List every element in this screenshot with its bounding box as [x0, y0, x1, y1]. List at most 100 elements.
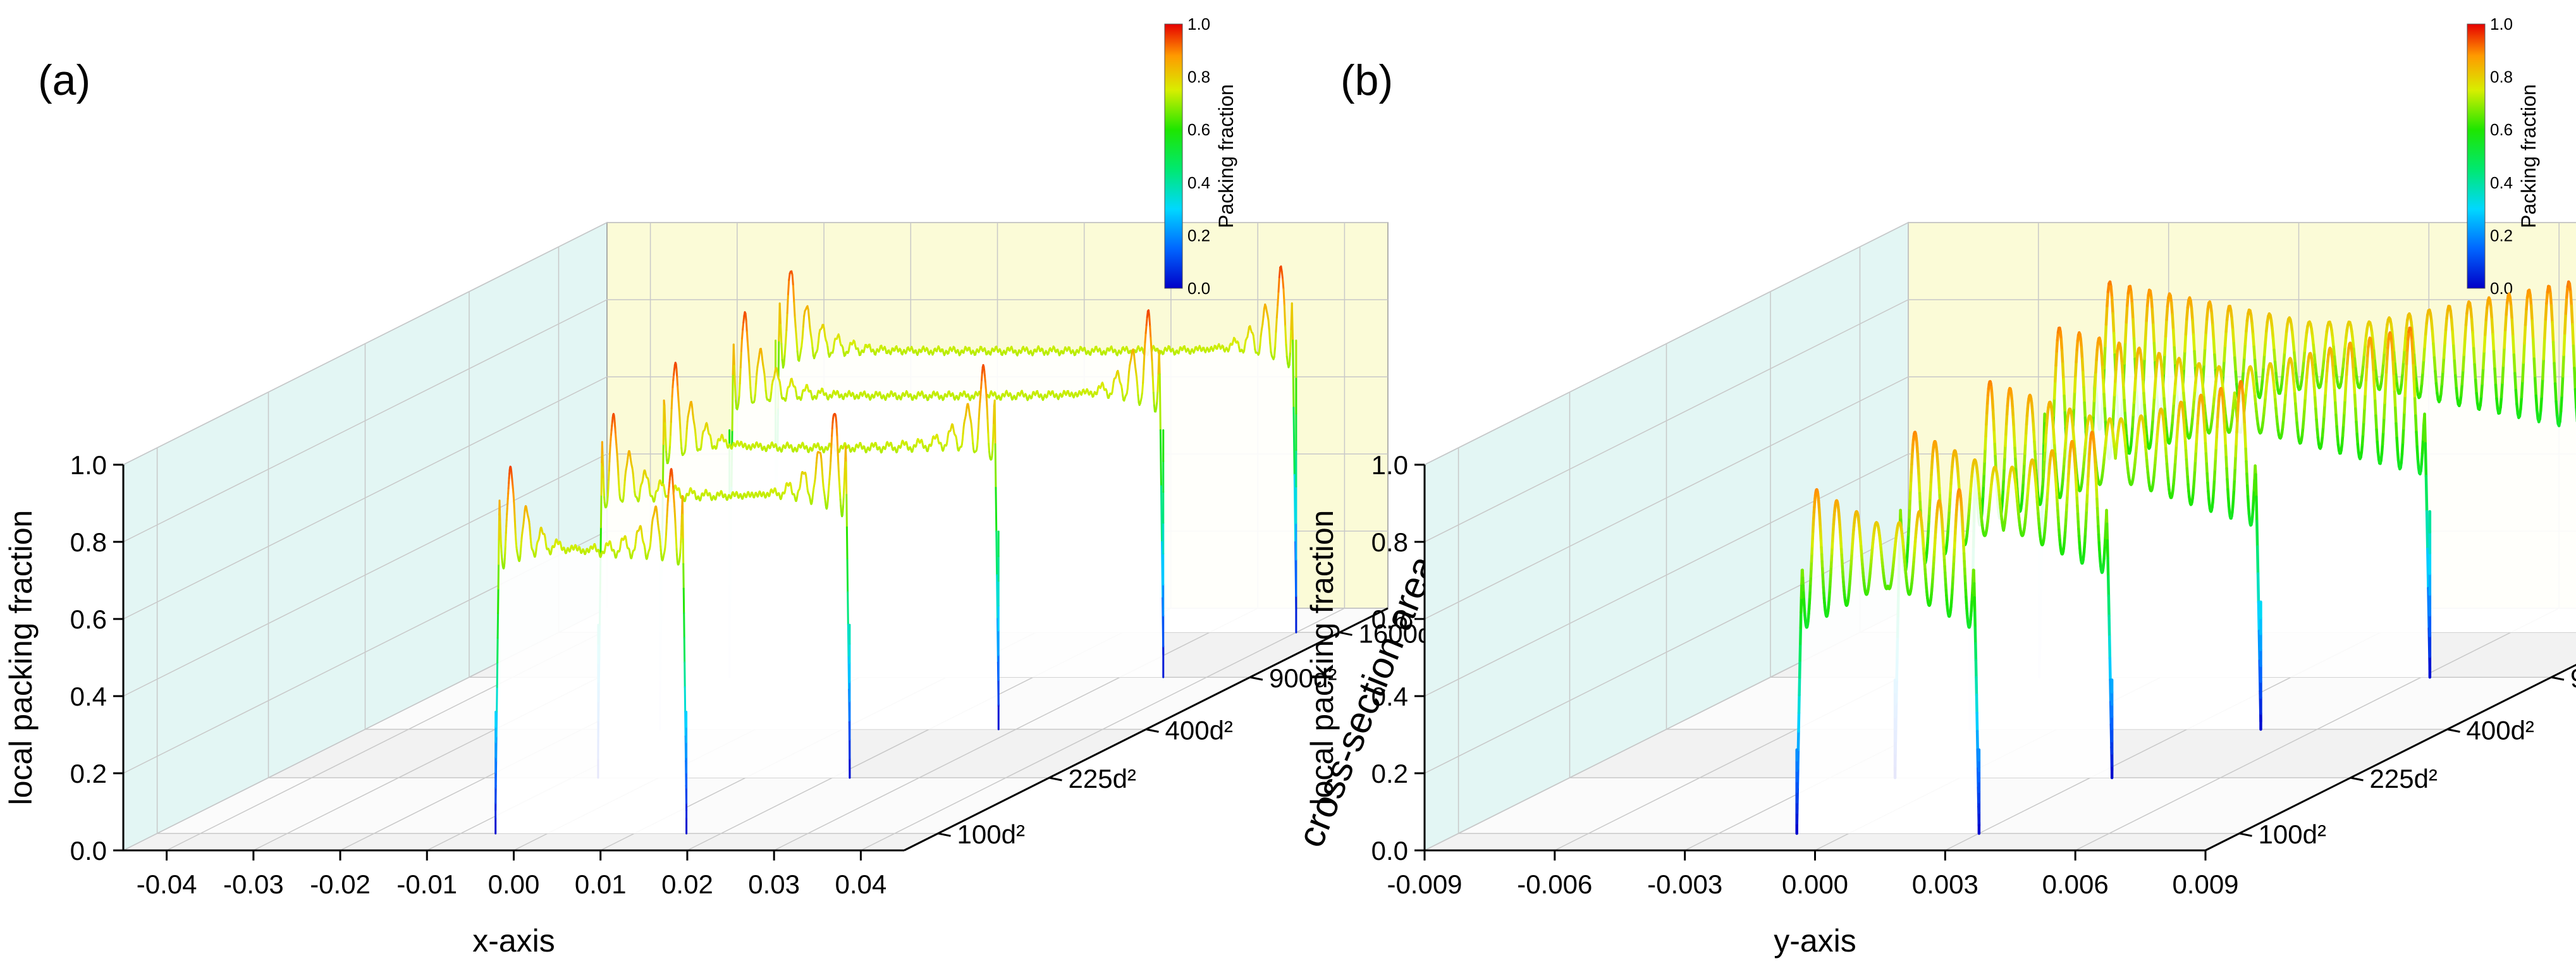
series-segment [763, 373, 766, 383]
series-segment [2293, 351, 2297, 365]
series-segment [2570, 304, 2574, 326]
series-segment [2553, 382, 2558, 403]
depth-tick-mark [2447, 728, 2460, 733]
series-segment [2499, 395, 2503, 409]
series-segment [2463, 323, 2468, 341]
series-segment [962, 426, 965, 435]
series-segment [2102, 378, 2106, 396]
series-segment [2441, 356, 2446, 374]
series-segment [995, 487, 998, 533]
series-segment [2544, 302, 2548, 321]
series-segment [2130, 425, 2134, 438]
series-segment [2114, 368, 2118, 383]
colorbar-tick-label: 0.0 [1187, 279, 1210, 298]
series-segment [2484, 307, 2489, 322]
z-tick-label: 0.0 [70, 836, 107, 866]
series-segment [2354, 407, 2358, 424]
series-segment [2303, 339, 2307, 352]
series-segment [2422, 345, 2426, 362]
series-segment [2130, 290, 2134, 305]
series-segment [1243, 344, 1246, 352]
series-segment [2551, 340, 2556, 365]
series-segment [2293, 362, 2298, 375]
series-segment [2272, 348, 2277, 364]
series-segment [2216, 415, 2219, 429]
series-segment [2204, 317, 2209, 334]
z-tick-label: 0.2 [70, 759, 107, 788]
series-segment [2251, 333, 2255, 348]
series-segment [2130, 302, 2135, 321]
series-segment [1991, 408, 1996, 422]
x-tick-label: -0.01 [396, 869, 457, 899]
series-segment [2453, 359, 2457, 377]
series-segment [2515, 402, 2520, 415]
series-segment [2342, 412, 2346, 427]
series-segment [830, 434, 833, 446]
colorbar-tick-label: 0.8 [1187, 68, 1210, 87]
series-segment [2405, 338, 2410, 352]
depth-tick-label: 100d² [2259, 819, 2326, 849]
series-segment [764, 381, 767, 392]
series-segment [618, 482, 620, 491]
x-tick-label: 0.003 [1912, 869, 1978, 899]
z-tick-label: 0.8 [70, 527, 107, 557]
series-segment [791, 274, 794, 287]
series-segment [742, 321, 745, 331]
series-segment [739, 350, 742, 369]
series-segment [985, 396, 988, 409]
series-segment [745, 320, 748, 333]
series-segment [2563, 312, 2567, 335]
series-segment [1258, 344, 1261, 354]
series-segment [2362, 353, 2366, 366]
series-segment [2161, 376, 2165, 389]
series-segment [2242, 356, 2246, 373]
series-segment [2343, 398, 2346, 415]
series-segment [2355, 432, 2360, 446]
series-segment [2243, 329, 2248, 345]
series-segment [2460, 383, 2464, 397]
series-segment [2131, 401, 2136, 417]
series-segment [2420, 438, 2425, 455]
series-segment [2562, 331, 2567, 357]
series-segment [2432, 356, 2437, 373]
depth-tick-mark [2239, 832, 2252, 837]
series-segment [2194, 440, 2199, 453]
series-segment [2254, 371, 2259, 386]
series-segment [2123, 412, 2128, 427]
series-segment [2243, 434, 2247, 451]
depth-tick-label: 400d² [2467, 716, 2534, 745]
series-segment [2471, 331, 2475, 350]
series-segment [2335, 425, 2340, 438]
series-segment [2165, 305, 2169, 321]
series-segment [2353, 357, 2357, 370]
colorbar-tick-label: 1.0 [1187, 15, 1210, 34]
series-segment [2151, 407, 2156, 421]
series-segment [2451, 344, 2456, 362]
series-segment [2060, 348, 2064, 365]
series-segment [2501, 346, 2506, 367]
series-segment [2004, 432, 2008, 448]
series-segment [1275, 316, 1278, 333]
series-segment [616, 454, 619, 463]
depth-tick-label: 225d² [1069, 764, 1136, 793]
series-segment [2343, 386, 2348, 402]
series-segment [740, 337, 744, 352]
series-segment [2284, 330, 2288, 343]
series-segment [731, 373, 734, 431]
series-segment [1159, 429, 1162, 487]
series-segment [2022, 462, 2026, 475]
series-segment [2474, 378, 2478, 395]
series-segment [2011, 415, 2015, 429]
series-segment [2331, 366, 2336, 380]
series-segment [2024, 432, 2028, 445]
z-tick-label: 0.0 [1371, 836, 1408, 866]
series-segment [2234, 370, 2238, 386]
series-segment [2355, 420, 2358, 436]
panel-label: (b) [1340, 56, 1393, 104]
series-segment [2521, 361, 2525, 383]
series-segment [2404, 326, 2408, 340]
x-tick-label: 0.03 [748, 869, 800, 899]
series-segment [846, 558, 849, 594]
series-segment [2242, 401, 2246, 415]
